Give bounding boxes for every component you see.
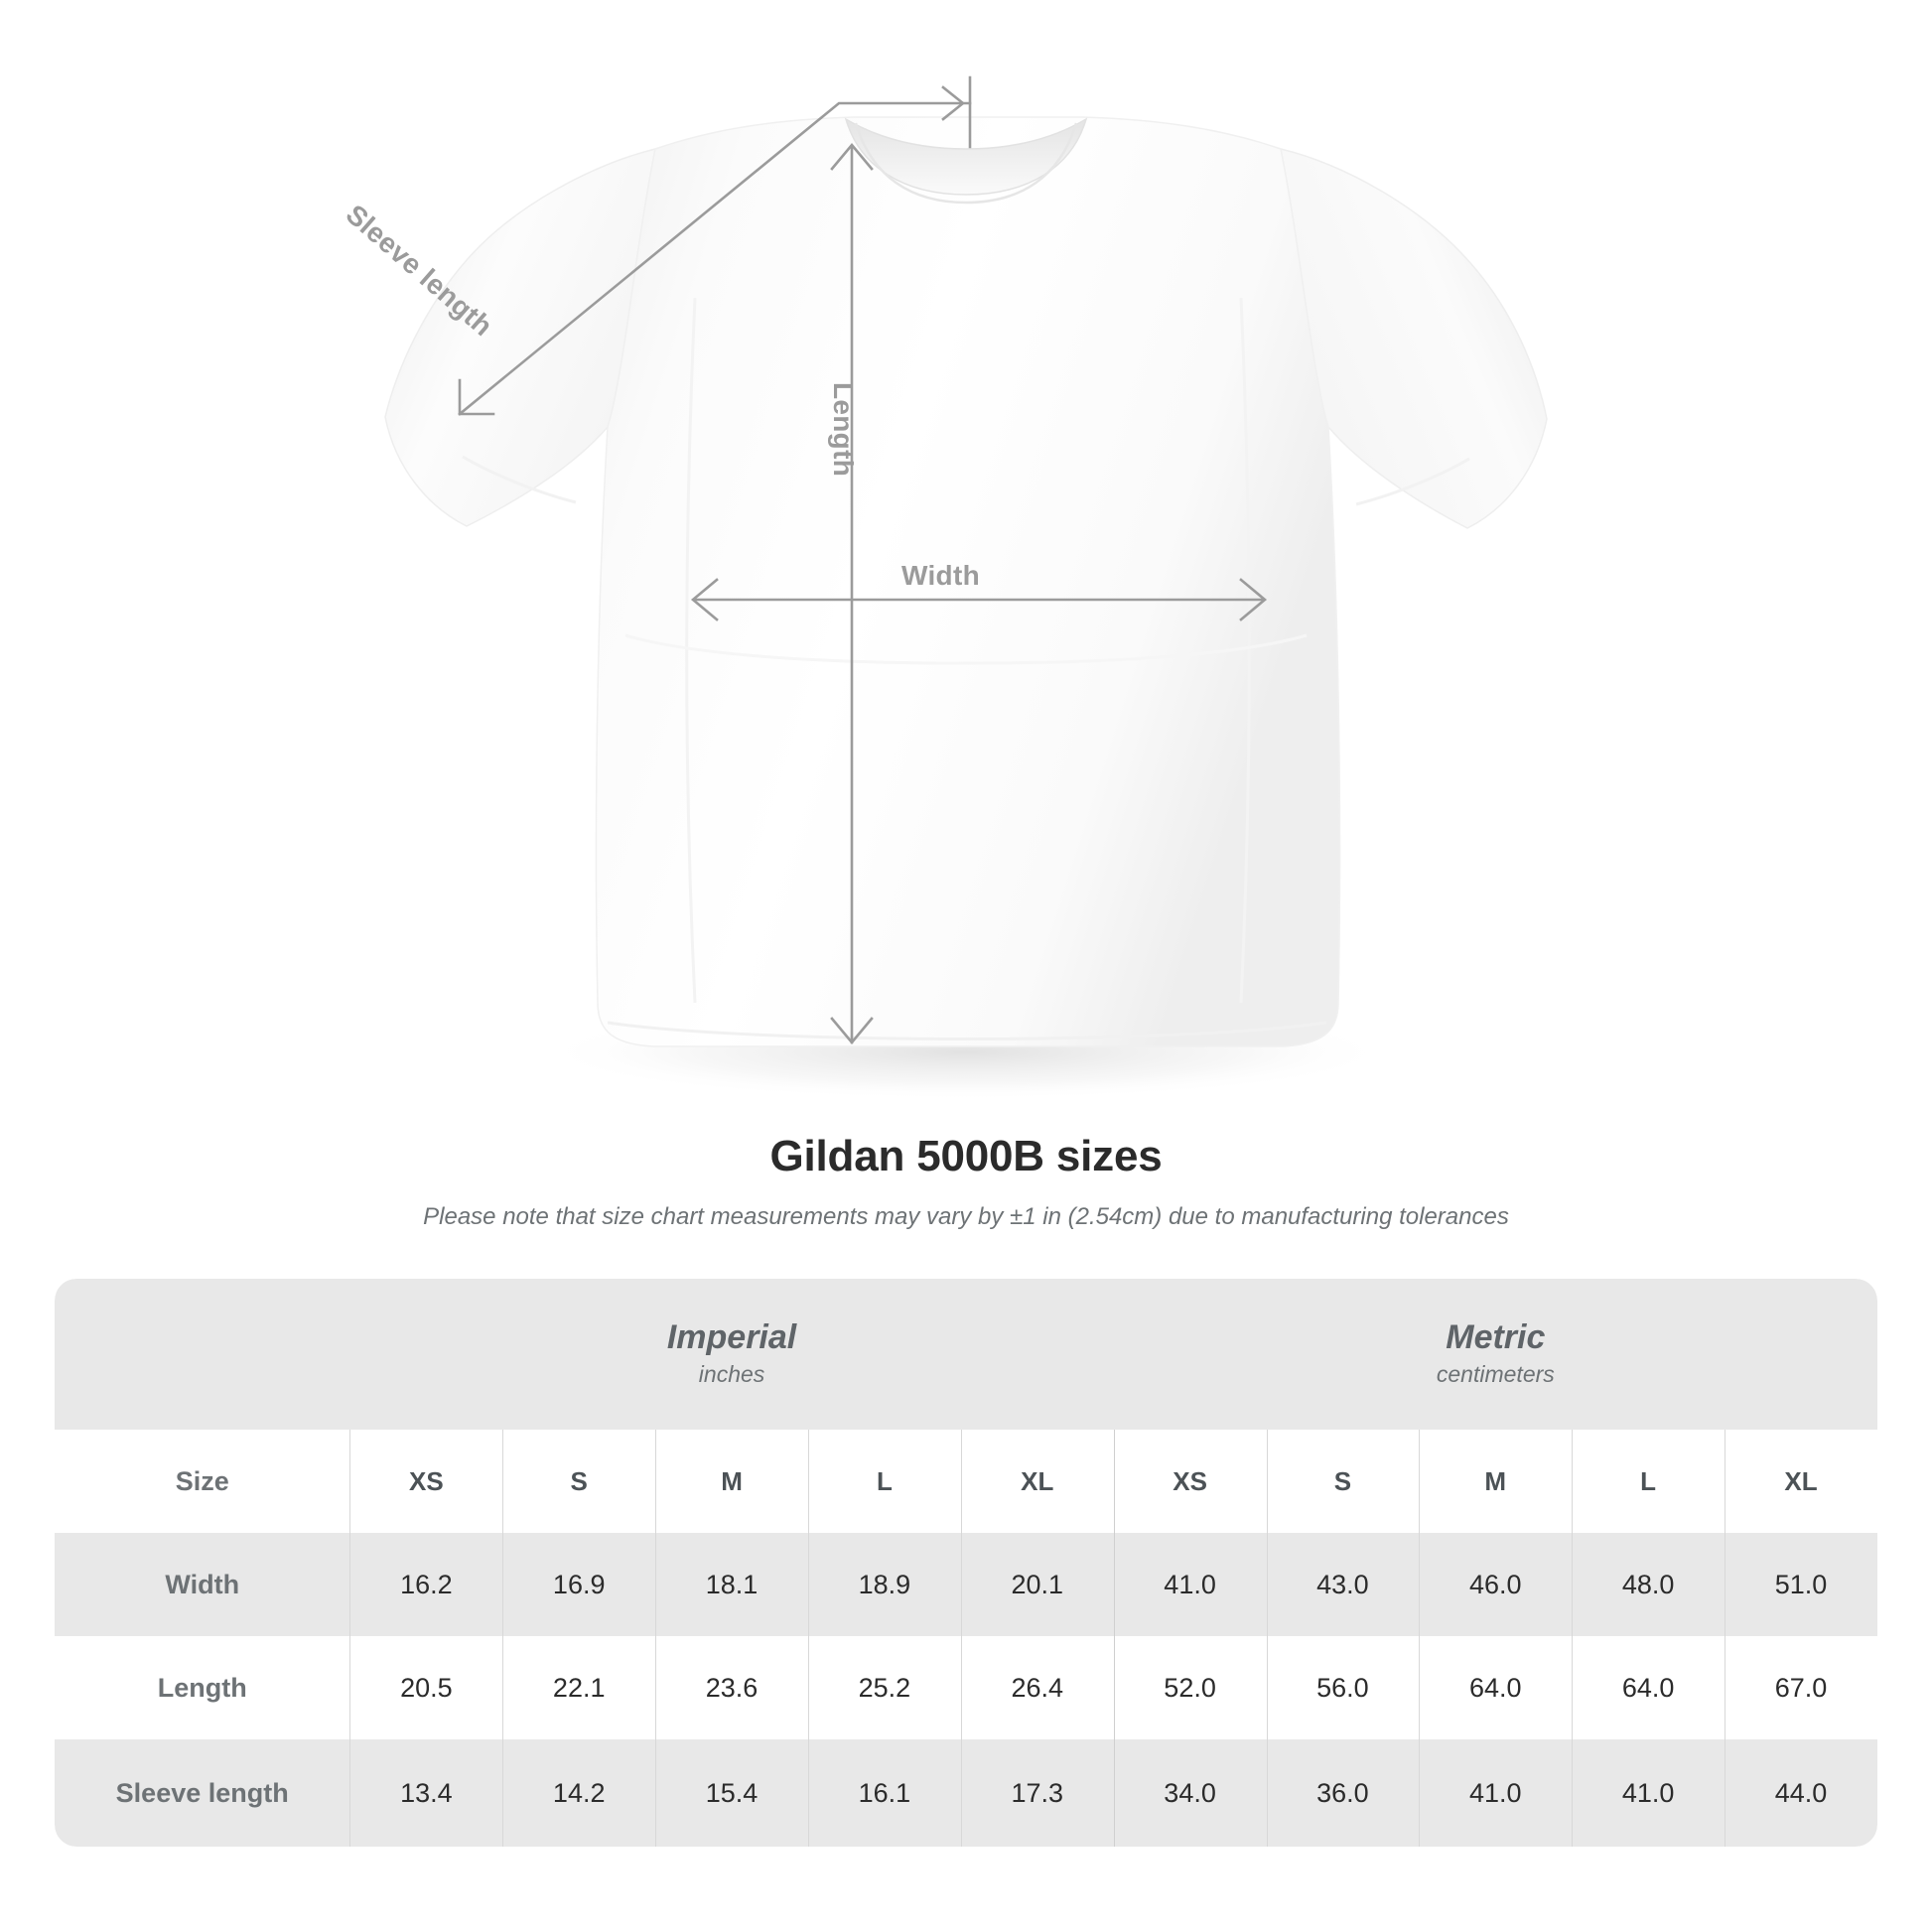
unit-header-row: Imperial inches Metric centimeters — [55, 1279, 1877, 1430]
cell-width-imperial-m: 18.1 — [655, 1533, 808, 1636]
table-row: Sleeve length 13.4 14.2 15.4 16.1 17.3 3… — [55, 1739, 1877, 1847]
col-header-metric-xl: XL — [1725, 1430, 1877, 1533]
tshirt-diagram: Sleeve length Length Width — [341, 75, 1548, 1100]
col-header-metric-xs: XS — [1113, 1430, 1267, 1533]
cell-width-imperial-xl: 20.1 — [960, 1533, 1114, 1636]
col-header-metric-l: L — [1572, 1430, 1725, 1533]
length-annotation: Length — [828, 382, 859, 478]
width-annotation: Width — [901, 560, 980, 591]
sleeve-arrowhead — [458, 378, 495, 416]
cell-sleeve-imperial-m: 15.4 — [655, 1739, 808, 1847]
cell-length-metric-l: 64.0 — [1572, 1636, 1725, 1739]
row-label-sleeve-length: Sleeve length — [55, 1739, 350, 1847]
cell-length-imperial-m: 23.6 — [655, 1636, 808, 1739]
col-header-metric-s: S — [1266, 1430, 1420, 1533]
metric-sublabel: centimeters — [1436, 1360, 1555, 1387]
col-header-metric-m: M — [1419, 1430, 1573, 1533]
size-header-row: Size XS S M L XL XS S M L XL — [55, 1430, 1877, 1533]
table-row: Length 20.5 22.1 23.6 25.2 26.4 52.0 56.… — [55, 1636, 1877, 1739]
cell-length-metric-xs: 52.0 — [1113, 1636, 1267, 1739]
measurement-guides — [458, 75, 1268, 1045]
cell-length-imperial-xs: 20.5 — [349, 1636, 503, 1739]
imperial-header-cell: Imperial inches — [349, 1279, 1114, 1430]
length-up-arrowhead — [830, 142, 874, 171]
sleeve-right-arrowhead — [941, 85, 966, 121]
cell-width-metric-xs: 41.0 — [1113, 1533, 1267, 1636]
cell-length-metric-xl: 67.0 — [1725, 1636, 1877, 1739]
cell-width-metric-s: 43.0 — [1266, 1533, 1420, 1636]
cell-length-imperial-s: 22.1 — [502, 1636, 656, 1739]
cell-length-metric-m: 64.0 — [1419, 1636, 1573, 1739]
cell-length-imperial-xl: 26.4 — [960, 1636, 1114, 1739]
row-label-length: Length — [55, 1636, 350, 1739]
tolerance-note: Please note that size chart measurements… — [423, 1203, 1509, 1230]
cell-sleeve-metric-m: 41.0 — [1419, 1739, 1573, 1847]
row-label-width: Width — [55, 1533, 350, 1636]
width-left-arrowhead — [690, 578, 719, 621]
length-down-arrowhead — [830, 1017, 874, 1045]
size-corner-label: Size — [55, 1430, 350, 1533]
imperial-label: Imperial — [666, 1317, 797, 1356]
sleeve-length-line — [458, 101, 972, 416]
metric-label: Metric — [1446, 1317, 1546, 1356]
cell-length-imperial-l: 25.2 — [807, 1636, 961, 1739]
col-header-imperial-m: M — [655, 1430, 808, 1533]
cell-length-metric-s: 56.0 — [1266, 1636, 1420, 1739]
cell-sleeve-imperial-xs: 13.4 — [349, 1739, 503, 1847]
cell-width-imperial-s: 16.9 — [502, 1533, 656, 1636]
cell-width-imperial-l: 18.9 — [807, 1533, 961, 1636]
page-title: Gildan 5000B sizes — [769, 1132, 1163, 1180]
cell-width-metric-xl: 51.0 — [1725, 1533, 1877, 1636]
unit-corner-cell — [55, 1279, 350, 1430]
col-header-imperial-l: L — [807, 1430, 961, 1533]
cell-sleeve-imperial-s: 14.2 — [502, 1739, 656, 1847]
tshirt-illustration — [384, 75, 1548, 1100]
width-right-arrowhead — [1239, 578, 1268, 621]
cell-sleeve-imperial-l: 16.1 — [807, 1739, 961, 1847]
imperial-sublabel: inches — [698, 1360, 765, 1387]
col-header-imperial-xl: XL — [960, 1430, 1114, 1533]
cell-sleeve-imperial-xl: 17.3 — [960, 1739, 1114, 1847]
cell-width-imperial-xs: 16.2 — [349, 1533, 503, 1636]
size-table-container: Imperial inches Metric centimeters Size … — [55, 1279, 1877, 1847]
cell-width-metric-l: 48.0 — [1572, 1533, 1725, 1636]
metric-header-cell: Metric centimeters — [1113, 1279, 1877, 1430]
table-row: Width 16.2 16.9 18.1 18.9 20.1 41.0 43.0… — [55, 1533, 1877, 1636]
col-header-imperial-s: S — [502, 1430, 656, 1533]
size-table: Imperial inches Metric centimeters Size … — [55, 1279, 1877, 1847]
chart-heading: Gildan 5000B sizes Please note that size… — [0, 1132, 1932, 1231]
cell-sleeve-metric-xl: 44.0 — [1725, 1739, 1877, 1847]
col-header-imperial-xs: XS — [349, 1430, 503, 1533]
cell-sleeve-metric-l: 41.0 — [1572, 1739, 1725, 1847]
cell-sleeve-metric-xs: 34.0 — [1113, 1739, 1267, 1847]
cell-width-metric-m: 46.0 — [1419, 1533, 1573, 1636]
cell-sleeve-metric-s: 36.0 — [1266, 1739, 1420, 1847]
